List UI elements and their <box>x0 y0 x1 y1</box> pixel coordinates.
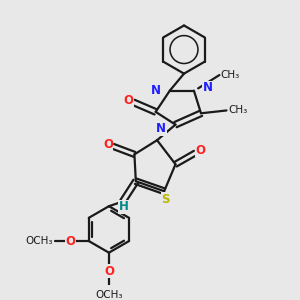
Text: OCH₃: OCH₃ <box>25 236 52 246</box>
Text: H: H <box>119 200 129 214</box>
Text: S: S <box>161 193 170 206</box>
Text: CH₃: CH₃ <box>228 106 247 116</box>
Text: CH₃: CH₃ <box>221 70 240 80</box>
Text: O: O <box>104 265 114 278</box>
Text: N: N <box>202 81 212 94</box>
Text: O: O <box>124 94 134 107</box>
Text: O: O <box>65 235 75 248</box>
Text: N: N <box>156 122 166 135</box>
Text: O: O <box>103 138 113 151</box>
Text: OCH₃: OCH₃ <box>95 290 123 299</box>
Text: N: N <box>151 84 161 97</box>
Text: O: O <box>195 144 205 157</box>
